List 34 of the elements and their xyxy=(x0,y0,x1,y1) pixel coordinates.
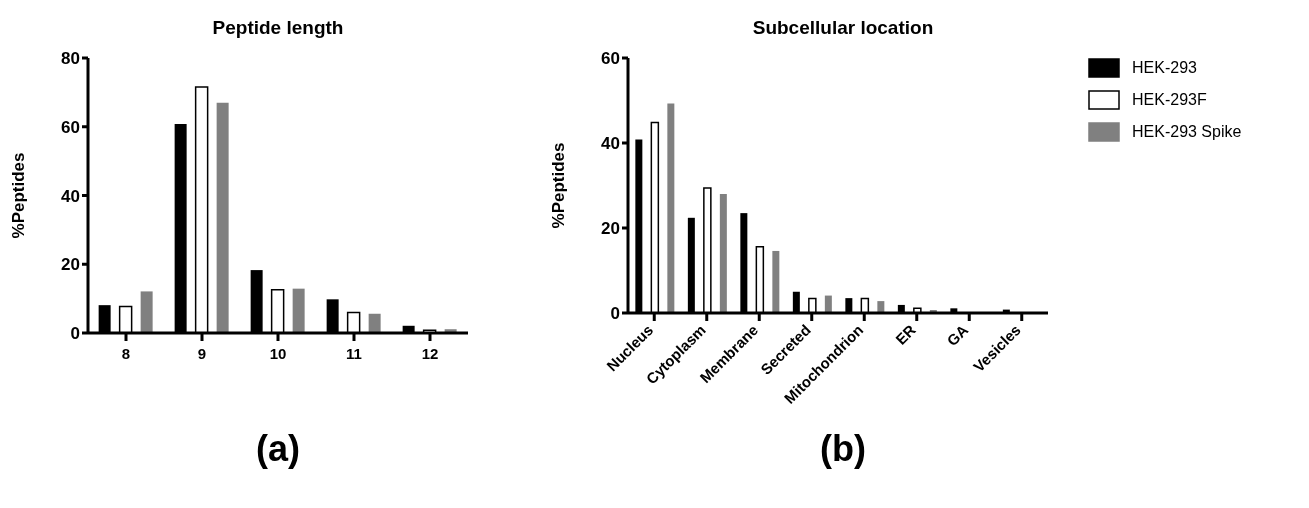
bar xyxy=(368,313,381,333)
y-tick-label: 80 xyxy=(61,49,80,69)
y-axis-title: %Peptides xyxy=(549,142,569,229)
y-tick-label: 60 xyxy=(601,49,620,69)
x-tick-label: 10 xyxy=(269,345,287,362)
bar xyxy=(719,194,727,313)
x-tick-label: 8 xyxy=(121,345,131,362)
y-tick-label: 40 xyxy=(601,134,620,154)
bar xyxy=(772,250,780,313)
y-tick-label: 60 xyxy=(61,117,80,137)
legend-label: HEK-293F xyxy=(1132,91,1207,109)
bar xyxy=(667,103,675,313)
y-tick-label: 20 xyxy=(61,255,80,275)
x-tick-label: 9 xyxy=(197,345,207,362)
text: (a) xyxy=(255,428,301,470)
y-tick-label: 40 xyxy=(61,186,80,206)
bar xyxy=(877,301,885,313)
x-tick-label: 11 xyxy=(346,345,362,362)
y-tick-label: 0 xyxy=(610,304,620,324)
bar xyxy=(824,295,832,313)
y-axis-title: %Peptides xyxy=(9,152,29,239)
x-tick-label: ER xyxy=(892,320,919,348)
bar xyxy=(292,288,305,333)
bar xyxy=(140,291,153,333)
text: (b) xyxy=(819,428,867,470)
y-tick-label: 20 xyxy=(601,219,620,239)
x-tick-label: GA xyxy=(943,320,972,350)
bar xyxy=(216,102,229,333)
chart-title: Peptide length xyxy=(211,16,345,40)
legend-label: HEK-293 Spike xyxy=(1132,123,1242,141)
chart-title: Subcellular location xyxy=(751,16,935,40)
legend-label: HEK-293 xyxy=(1132,59,1197,77)
x-tick-label: 12 xyxy=(421,345,439,362)
y-tick-label: 0 xyxy=(70,324,80,344)
